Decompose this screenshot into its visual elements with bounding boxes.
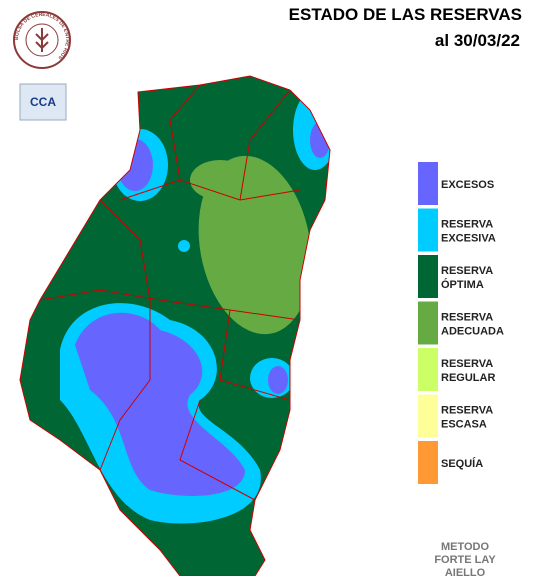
- legend-swatch: [418, 301, 438, 345]
- legend-label: RESERVA: [441, 358, 493, 370]
- legend-swatch: [418, 441, 438, 484]
- legend-label: SEQUÍA: [441, 457, 483, 470]
- legend-label: RESERVA: [441, 219, 493, 231]
- method-line: AIELLO: [445, 567, 486, 576]
- legend-label: EXCESOS: [441, 179, 494, 191]
- legend-label: RESERVA: [441, 265, 493, 277]
- date: al 30/03/22: [435, 31, 520, 50]
- legend: EXCESOSRESERVAEXCESIVARESERVAÓPTIMARESER…: [418, 162, 504, 484]
- legend-label: ADECUADA: [441, 326, 504, 338]
- title: ESTADO DE LAS RESERVAS: [289, 5, 522, 24]
- province-outline: [19, 75, 331, 577]
- map: [20, 76, 330, 576]
- legend-label: RESERVA: [441, 312, 493, 324]
- cca-text: CCA: [30, 95, 56, 109]
- legend-label: ESCASA: [441, 419, 487, 431]
- legend-label: EXCESIVA: [441, 233, 496, 245]
- legend-swatch: [418, 208, 438, 252]
- cca-logo: [19, 83, 67, 121]
- legend-label: REGULAR: [441, 372, 495, 384]
- legend-swatch: [418, 348, 438, 391]
- legend-label: ÓPTIMA: [441, 278, 484, 291]
- legend-swatch: [418, 394, 438, 438]
- bolsa-logo: BOLSA DE CEREALES DE ENTRE RIOS: [13, 11, 71, 69]
- method-line: FORTE LAY: [434, 554, 496, 566]
- legend-swatch: [418, 162, 438, 205]
- legend-label: RESERVA: [441, 405, 493, 417]
- method-line: METODO: [441, 541, 490, 553]
- legend-swatch: [418, 255, 438, 298]
